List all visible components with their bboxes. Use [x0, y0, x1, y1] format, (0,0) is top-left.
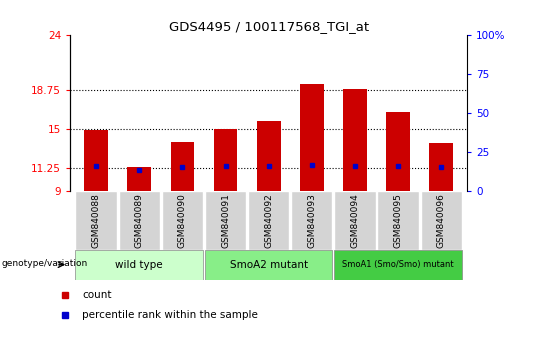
Bar	[171, 142, 194, 191]
Bar	[343, 90, 367, 191]
Bar	[257, 121, 280, 191]
Bar	[377, 191, 419, 250]
Text: GSM840089: GSM840089	[134, 193, 144, 248]
Text: GSM840091: GSM840091	[221, 193, 230, 248]
Text: GSM840094: GSM840094	[350, 193, 360, 248]
Bar	[76, 250, 203, 280]
Bar	[127, 167, 151, 191]
Bar	[300, 84, 323, 191]
Bar	[291, 191, 333, 250]
Text: GSM840095: GSM840095	[394, 193, 403, 248]
Bar	[118, 191, 160, 250]
Bar	[248, 191, 289, 250]
Text: wild type: wild type	[116, 259, 163, 270]
Text: SmoA1 (Smo/Smo) mutant: SmoA1 (Smo/Smo) mutant	[342, 260, 454, 269]
Text: percentile rank within the sample: percentile rank within the sample	[82, 310, 258, 320]
Text: genotype/variation: genotype/variation	[2, 259, 87, 268]
Bar	[84, 130, 108, 191]
Title: GDS4495 / 100117568_TGI_at: GDS4495 / 100117568_TGI_at	[168, 20, 369, 33]
Text: GSM840096: GSM840096	[437, 193, 445, 248]
Text: GSM840090: GSM840090	[178, 193, 187, 248]
Bar	[429, 143, 453, 191]
Bar	[76, 191, 117, 250]
Text: GSM840093: GSM840093	[307, 193, 316, 248]
Bar	[334, 250, 462, 280]
Bar	[386, 112, 410, 191]
Bar	[214, 129, 238, 191]
Bar	[421, 191, 462, 250]
Bar	[161, 191, 203, 250]
Text: GSM840088: GSM840088	[92, 193, 100, 248]
Text: count: count	[82, 290, 112, 300]
Text: SmoA2 mutant: SmoA2 mutant	[230, 259, 308, 270]
Bar	[334, 191, 376, 250]
Bar	[205, 191, 246, 250]
Bar	[205, 250, 333, 280]
Text: GSM840092: GSM840092	[264, 193, 273, 248]
